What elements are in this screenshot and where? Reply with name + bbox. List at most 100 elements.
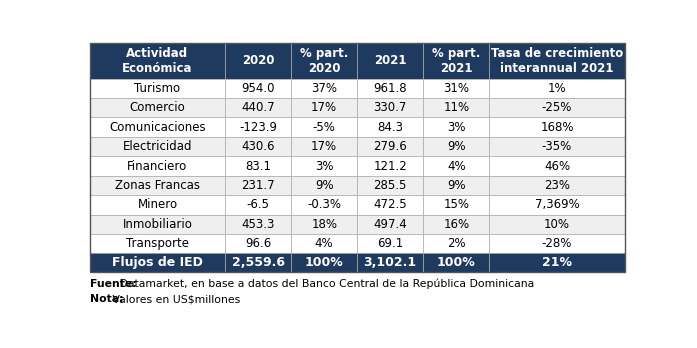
Bar [291,137,358,156]
Bar [90,156,225,176]
Text: 9%: 9% [447,179,466,192]
Bar [423,79,489,98]
Text: -5%: -5% [313,121,336,134]
Bar [358,98,423,118]
Bar [358,176,423,195]
Text: 168%: 168% [540,121,574,134]
Bar [358,253,423,272]
Text: 96.6: 96.6 [245,237,271,250]
Bar [489,253,625,272]
Text: 1%: 1% [548,82,566,95]
Text: Nota:: Nota: [90,294,123,304]
Text: Transporte: Transporte [126,237,189,250]
Bar [90,195,225,215]
Text: -25%: -25% [542,101,572,114]
Text: 2020: 2020 [242,54,275,68]
Text: 497.4: 497.4 [374,218,407,231]
Text: % part.
2020: % part. 2020 [300,47,348,75]
Text: 69.1: 69.1 [377,237,404,250]
Text: -28%: -28% [542,237,572,250]
Bar [489,195,625,215]
Text: Zonas Francas: Zonas Francas [115,179,200,192]
Text: Fuente:: Fuente: [90,279,137,289]
Bar [291,118,358,137]
Text: 16%: 16% [443,218,469,231]
Text: 100%: 100% [305,256,344,269]
Bar [90,43,625,272]
Text: 2021: 2021 [374,54,406,68]
Bar [358,79,423,98]
Bar [423,137,489,156]
Bar [489,98,625,118]
Bar [423,215,489,234]
Bar [291,156,358,176]
Text: 7,369%: 7,369% [535,198,579,211]
Bar [291,43,358,79]
Bar [291,79,358,98]
Text: 285.5: 285.5 [374,179,407,192]
Bar [489,43,625,79]
Bar [90,137,225,156]
Bar [489,137,625,156]
Bar [423,118,489,137]
Bar [489,118,625,137]
Bar [423,98,489,118]
Text: 23%: 23% [544,179,570,192]
Bar [225,98,291,118]
Text: -123.9: -123.9 [239,121,277,134]
Text: 84.3: 84.3 [377,121,404,134]
Bar [423,234,489,253]
Text: 9%: 9% [447,140,466,153]
Text: Actividad
Económica: Actividad Económica [122,47,192,75]
Bar [90,176,225,195]
Text: -35%: -35% [542,140,572,153]
Text: 83.1: 83.1 [245,159,271,173]
Text: 46%: 46% [544,159,570,173]
Bar [90,215,225,234]
Text: 3,102.1: 3,102.1 [364,256,417,269]
Bar [291,195,358,215]
Text: Turismo: Turismo [135,82,181,95]
Text: 430.6: 430.6 [241,140,275,153]
Bar [423,176,489,195]
Bar [358,234,423,253]
Bar [90,118,225,137]
Bar [90,43,225,79]
Text: 2%: 2% [447,237,466,250]
Text: 21%: 21% [542,256,572,269]
Text: 279.6: 279.6 [374,140,407,153]
Bar [225,253,291,272]
Bar [225,156,291,176]
Bar [291,234,358,253]
Text: 9%: 9% [315,179,333,192]
Text: 231.7: 231.7 [241,179,275,192]
Bar [489,79,625,98]
Text: 330.7: 330.7 [374,101,407,114]
Text: -6.5: -6.5 [247,198,270,211]
Bar [291,215,358,234]
Text: 121.2: 121.2 [374,159,407,173]
Bar [358,195,423,215]
Text: 17%: 17% [311,101,337,114]
Text: 440.7: 440.7 [241,101,275,114]
Text: 100%: 100% [437,256,475,269]
Text: Comercio: Comercio [130,101,185,114]
Text: 3%: 3% [315,159,333,173]
Bar [225,43,291,79]
Text: 11%: 11% [443,101,469,114]
Text: 472.5: 472.5 [374,198,407,211]
Text: Valores en US$millones: Valores en US$millones [109,294,240,304]
Text: Datamarket, en base a datos del Banco Central de la República Dominicana: Datamarket, en base a datos del Banco Ce… [116,279,534,290]
Text: 2,559.6: 2,559.6 [231,256,284,269]
Bar [90,253,225,272]
Text: 17%: 17% [311,140,337,153]
Text: 961.8: 961.8 [374,82,407,95]
Text: Comunicaciones: Comunicaciones [109,121,206,134]
Bar [358,118,423,137]
Bar [291,176,358,195]
Bar [358,215,423,234]
Bar [358,43,423,79]
Bar [423,195,489,215]
Bar [423,253,489,272]
Text: 954.0: 954.0 [241,82,275,95]
